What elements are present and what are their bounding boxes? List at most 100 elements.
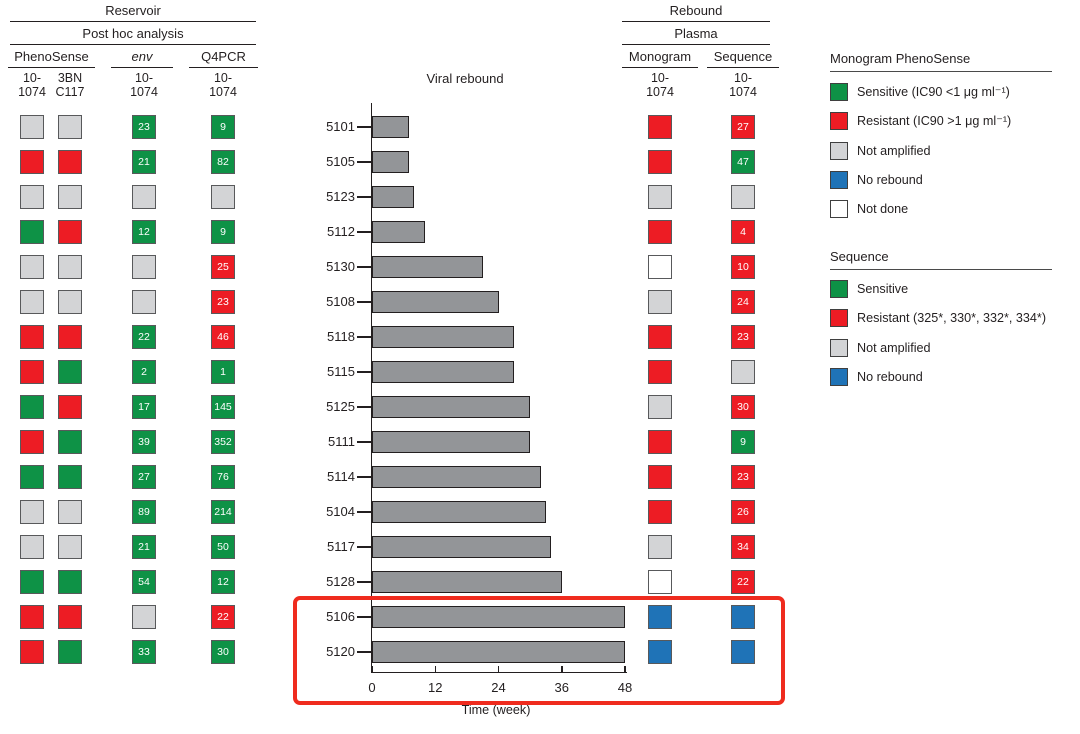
row-label-5112: 5112	[327, 224, 355, 239]
x-tick-label: 12	[428, 680, 443, 695]
cell-5120-env: 33	[132, 640, 156, 664]
x-tick-label: 0	[368, 680, 376, 695]
row-label-5123: 5123	[326, 189, 355, 204]
bar-5117	[372, 536, 552, 558]
cell-5125-q4pcr: 145	[211, 395, 235, 419]
legend-label-no_rebound: No rebound	[857, 369, 923, 384]
cell-5120-monogram	[648, 640, 672, 664]
chart-title: Viral rebound	[426, 71, 504, 86]
cell-5118-phenosense_10_1074	[20, 325, 44, 349]
row-tick-5118	[357, 336, 372, 338]
cell-5120-q4pcr: 30	[211, 640, 235, 664]
cell-5115-phenosense_3bnc117	[58, 360, 82, 384]
row-label-5130: 5130	[326, 259, 355, 274]
cell-5128-phenosense_3bnc117	[58, 570, 82, 594]
row-label-5106: 5106	[326, 609, 355, 624]
row-label-5104: 5104	[326, 504, 355, 519]
cell-5114-phenosense_3bnc117	[58, 465, 82, 489]
cell-5128-sequence: 22	[731, 570, 755, 594]
cell-5112-phenosense_3bnc117	[58, 220, 82, 244]
row-label-5105: 5105	[326, 154, 355, 169]
bar-5104	[372, 501, 546, 523]
cell-5112-q4pcr: 9	[211, 220, 235, 244]
cell-5108-env	[132, 290, 156, 314]
bar-5108	[372, 291, 499, 313]
cell-5125-sequence: 30	[731, 395, 755, 419]
x-axis	[370, 671, 627, 673]
legend-label-not_amplified: Not amplified	[857, 143, 931, 158]
cell-5101-phenosense_3bnc117	[58, 115, 82, 139]
rebound-underline	[622, 21, 770, 23]
bar-5111	[372, 431, 531, 453]
legend-swatch-no_rebound	[830, 170, 848, 189]
col-header-env: env	[131, 49, 153, 64]
cell-5125-phenosense_3bnc117	[58, 395, 82, 419]
row-label-5128: 5128	[326, 574, 355, 589]
row-label-5101: 5101	[326, 119, 355, 134]
bar-5125	[372, 396, 531, 418]
legend-label-resistant: Resistant (325*, 330*, 332*, 334*)	[857, 311, 1047, 326]
cell-5118-env: 22	[132, 325, 156, 349]
cell-5123-q4pcr	[211, 185, 235, 209]
cell-5105-phenosense_3bnc117	[58, 150, 82, 174]
cell-5120-sequence	[731, 640, 755, 664]
cell-5106-sequence	[731, 605, 755, 629]
sequence-underline	[707, 67, 779, 69]
cell-5128-phenosense_10_1074	[20, 570, 44, 594]
bar-5118	[372, 326, 515, 348]
row-label-5108: 5108	[326, 294, 355, 309]
bar-5123	[372, 186, 415, 208]
cell-5105-env: 21	[132, 150, 156, 174]
cell-5111-q4pcr: 352	[211, 430, 235, 454]
cell-5115-phenosense_10_1074	[20, 360, 44, 384]
row-tick-5101	[357, 126, 372, 128]
cell-5125-monogram	[648, 395, 672, 419]
cell-5118-q4pcr: 46	[211, 325, 235, 349]
q4pcr-underline	[189, 67, 258, 69]
cell-5108-phenosense_10_1074	[20, 290, 44, 314]
row-tick-5114	[357, 476, 372, 478]
cell-5117-phenosense_10_1074	[20, 535, 44, 559]
cell-5117-sequence: 34	[731, 535, 755, 559]
cell-5114-q4pcr: 76	[211, 465, 235, 489]
col-header-sequence: Sequence	[713, 49, 773, 64]
row-tick-5108	[357, 301, 372, 303]
cell-5112-monogram	[648, 220, 672, 244]
cell-5101-monogram	[648, 115, 672, 139]
legend-label-not_amplified: Not amplified	[857, 340, 931, 355]
phenosense-underline	[8, 67, 95, 69]
cell-5115-q4pcr: 1	[211, 360, 235, 384]
cell-5128-q4pcr: 12	[211, 570, 235, 594]
cell-5120-phenosense_10_1074	[20, 640, 44, 664]
legend-label-not_done: Not done	[857, 202, 909, 217]
row-tick-5128	[357, 581, 372, 583]
cell-5104-phenosense_3bnc117	[58, 500, 82, 524]
monogram-underline	[622, 67, 698, 69]
x-axis-title: Time (week)	[461, 703, 531, 717]
cell-5104-monogram	[648, 500, 672, 524]
row-tick-5120	[357, 651, 372, 653]
posthoc-header: Post hoc analysis	[82, 26, 184, 41]
row-tick-5104	[357, 511, 372, 513]
cell-5123-env	[132, 185, 156, 209]
subheader-phenosense-3bnc117: 3BN C117	[55, 71, 85, 99]
legend-swatch-no_rebound	[830, 367, 848, 386]
row-label-5111: 5111	[328, 434, 355, 449]
cell-5106-env	[132, 605, 156, 629]
row-tick-5117	[357, 546, 372, 548]
bar-5106	[372, 606, 625, 628]
x-tick-label: 24	[491, 680, 506, 695]
plasma-header: Plasma	[674, 26, 718, 41]
row-tick-5106	[357, 616, 372, 618]
legend-sequence-underline	[830, 269, 1052, 271]
bar-5112	[372, 221, 425, 243]
legend-swatch-sensitive	[830, 83, 848, 101]
x-tick	[561, 666, 563, 672]
bar-5130	[372, 256, 483, 278]
row-tick-5105	[357, 161, 372, 163]
cell-5123-phenosense_3bnc117	[58, 185, 82, 209]
cell-5128-env: 54	[132, 570, 156, 594]
subheader-env-10-1074: 10- 1074	[130, 71, 158, 99]
cell-5130-monogram	[648, 255, 672, 279]
